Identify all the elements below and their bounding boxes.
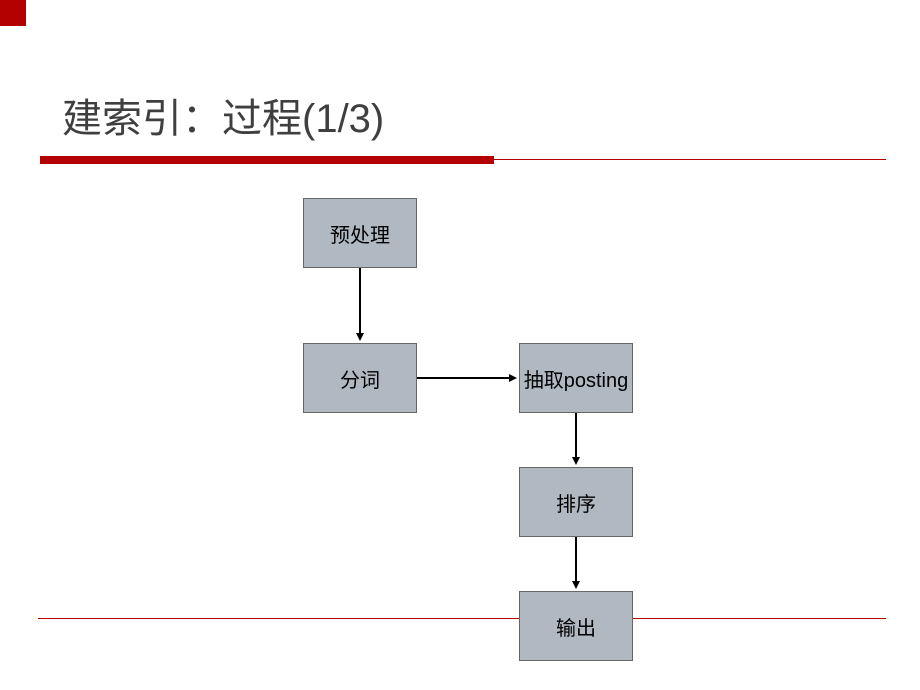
flowchart-node-output: 输出: [519, 591, 633, 661]
arrow-down-icon: [356, 333, 364, 341]
slide-title: 建索引：过程(1/3): [62, 86, 384, 144]
title-underline-thick: [40, 156, 494, 164]
flowchart-node-segment: 分词: [303, 343, 417, 413]
flowchart-edge: [575, 413, 577, 459]
title-underline-thin: [494, 159, 886, 160]
flowchart-edge: [359, 268, 361, 335]
arrow-right-icon: [509, 374, 517, 382]
corner-square-icon: [0, 0, 26, 26]
arrow-down-icon: [572, 581, 580, 589]
flowchart-node-posting: 抽取posting: [519, 343, 633, 413]
slide: 建索引：过程(1/3) 预处理分词 抽取posting 排序输出: [0, 0, 920, 690]
flowchart-edge: [575, 537, 577, 583]
flowchart-node-preprocess: 预处理: [303, 198, 417, 268]
flowchart-node-sort: 排序: [519, 467, 633, 537]
flowchart-edge: [417, 377, 511, 379]
arrow-down-icon: [572, 457, 580, 465]
footer-underline: [38, 618, 886, 619]
